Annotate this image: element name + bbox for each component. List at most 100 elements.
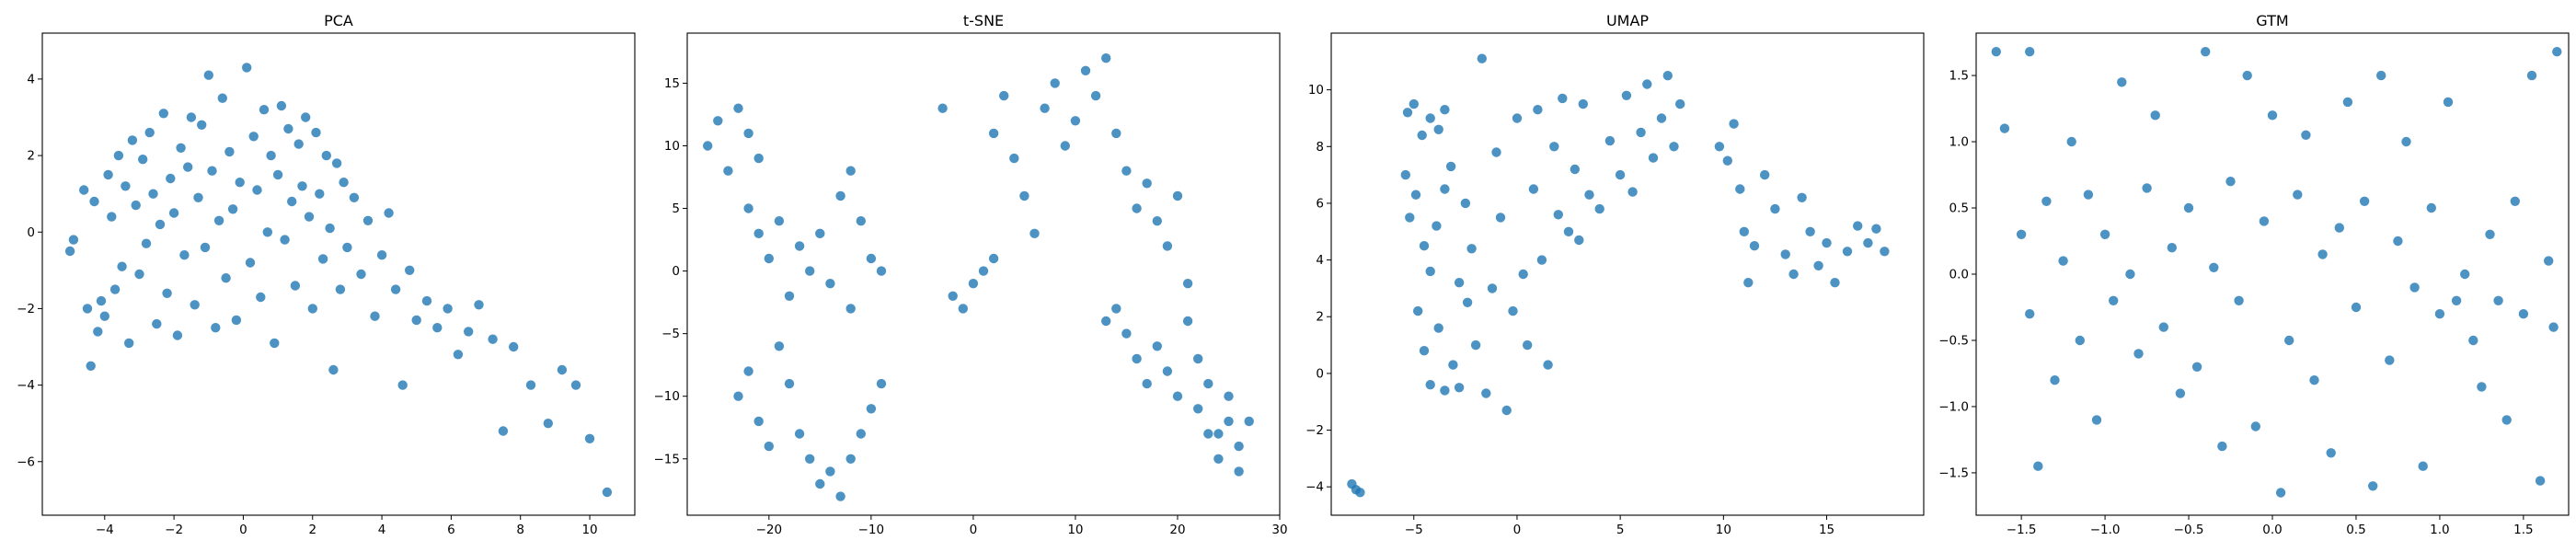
pca-point	[293, 139, 304, 149]
umap-point	[1871, 224, 1881, 234]
gtm-point	[1999, 123, 2010, 133]
tsne-point	[1193, 353, 1203, 364]
pca-y-tick-label: 2	[27, 149, 35, 164]
pca-point	[217, 93, 227, 103]
pca-point	[304, 212, 315, 222]
umap-point	[1487, 283, 1498, 293]
tsne-point	[1019, 190, 1029, 201]
gtm-point	[2548, 322, 2559, 332]
tsne-y-tick-label: 0	[672, 264, 680, 279]
gtm-point	[2385, 355, 2395, 365]
umap-point	[1584, 190, 1594, 200]
tsne-point	[1060, 141, 1071, 151]
umap-point	[1880, 247, 1890, 257]
pca-point	[488, 334, 498, 344]
gtm-point	[2183, 202, 2194, 213]
pca-point	[311, 127, 321, 138]
gtm-point	[2418, 461, 2428, 471]
pca-point	[197, 120, 207, 130]
gtm-point	[2225, 177, 2236, 187]
umap-point	[1460, 198, 1471, 209]
umap-point	[1558, 93, 1568, 104]
umap-y-tick-label: 0	[1316, 366, 1324, 381]
umap-x-tick-label: −5	[1405, 523, 1423, 537]
tsne-point	[1172, 190, 1183, 201]
pca-points	[64, 63, 613, 498]
umap-point	[1402, 108, 1413, 118]
umap-point	[1466, 244, 1477, 254]
tsne-point	[856, 429, 866, 439]
pca-point	[93, 327, 103, 337]
umap-point	[1863, 237, 1873, 248]
gtm-x-tick-label: −1.0	[2090, 523, 2121, 537]
gtm-point	[2242, 70, 2252, 81]
tsne-point	[1142, 178, 1152, 189]
pca-point	[121, 181, 131, 191]
tsne-point	[784, 291, 795, 301]
umap-point	[1642, 79, 1652, 89]
pca-point	[99, 311, 110, 321]
umap-point	[1594, 203, 1604, 214]
umap-point	[1432, 221, 1442, 231]
umap-y-tick-label: 10	[1308, 83, 1324, 98]
tsne-x-tick-label: −10	[858, 523, 885, 537]
pca-x-tick-label: 10	[581, 523, 597, 537]
gtm-point	[2066, 136, 2076, 147]
gtm-point	[2443, 97, 2454, 108]
tsne-point	[988, 128, 999, 139]
umap-point	[1656, 113, 1667, 123]
pca-point	[325, 223, 335, 234]
umap-point	[1543, 360, 1553, 370]
pca-point	[176, 143, 186, 153]
pca-point	[103, 169, 113, 180]
tsne-point	[1182, 279, 1193, 289]
gtm-points	[1991, 47, 2562, 498]
gtm-point	[2451, 295, 2462, 305]
pca-point	[421, 295, 432, 306]
gtm-point	[2334, 223, 2344, 233]
tsne-y-tick-label: 10	[664, 139, 680, 154]
pca-point	[307, 304, 317, 314]
pca-point	[290, 281, 301, 291]
tsne-point	[1090, 90, 1101, 101]
pca-point	[227, 204, 238, 214]
umap-point	[1648, 153, 1659, 163]
umap-point	[1417, 130, 1427, 141]
tsne-point	[1203, 429, 1213, 439]
umap-point	[1462, 297, 1473, 307]
tsne-point	[794, 241, 805, 251]
gtm-point	[2309, 375, 2319, 385]
pca-point	[543, 419, 553, 429]
gtm-point	[1991, 47, 2001, 57]
pca-title: PCA	[324, 12, 353, 29]
panel-gtm: GTM −1.5 −1.0 −0.5 0.0 0.5 1.0 1.5 −1.5 −1.0 −0.5…	[1938, 12, 2570, 537]
tsne-point	[1101, 53, 1111, 63]
gtm-x-tick-label: 1.5	[2513, 523, 2533, 537]
pca-point	[200, 242, 211, 253]
tsne-point	[1162, 366, 1173, 376]
tsne-point	[958, 304, 969, 314]
umap-point	[1528, 184, 1539, 194]
umap-point	[1448, 360, 1458, 370]
gtm-point	[2368, 481, 2378, 491]
umap-point	[1425, 266, 1435, 277]
pca-y-tick-label: −6	[17, 454, 35, 469]
tsne-point	[856, 216, 866, 226]
pca-point	[252, 185, 262, 195]
gtm-x-tick-label: −0.5	[2174, 523, 2204, 537]
gtm-point	[2485, 229, 2495, 239]
tsne-point	[753, 153, 764, 164]
gtm-point	[2426, 202, 2436, 213]
tsne-title: t-SNE	[963, 12, 1004, 29]
tsne-point	[825, 279, 835, 289]
umap-point	[1570, 164, 1581, 175]
tsne-point	[1132, 203, 1142, 213]
pca-point	[117, 261, 127, 271]
gtm-point	[2351, 302, 2362, 313]
gtm-title: GTM	[2256, 12, 2288, 29]
tsne-point	[866, 404, 877, 414]
pca-point	[328, 364, 339, 375]
umap-point	[1425, 380, 1435, 390]
tsne-point	[805, 266, 815, 276]
tsne-point	[1070, 116, 1081, 126]
